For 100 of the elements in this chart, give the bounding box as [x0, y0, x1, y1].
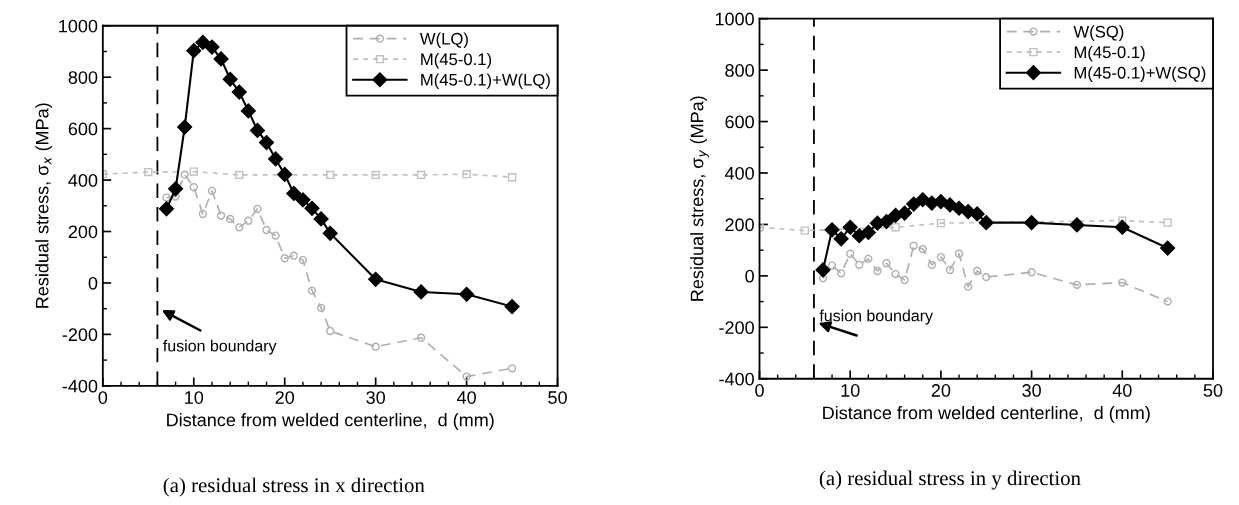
point — [836, 269, 846, 278]
point — [800, 226, 810, 235]
point — [144, 167, 153, 177]
point — [204, 39, 220, 55]
y-tick-label: 0 — [88, 276, 98, 290]
point — [824, 222, 840, 238]
legend-label: W(LQ) — [419, 32, 468, 48]
point — [244, 216, 253, 225]
point — [973, 266, 982, 276]
point — [416, 170, 426, 180]
point — [371, 342, 380, 351]
x-axis-title: Distance from welded centerline, d (mm) — [167, 413, 494, 430]
legend-label: M(45-0.1)+W(SQ) — [1074, 66, 1206, 82]
point — [954, 249, 964, 258]
point — [216, 211, 226, 220]
point — [969, 206, 985, 222]
point — [277, 166, 293, 182]
point — [240, 103, 256, 119]
point — [258, 134, 275, 151]
point — [860, 224, 876, 240]
y-tick-label: 800 — [68, 71, 98, 84]
point — [162, 193, 171, 202]
y-tick-label: -400 — [719, 372, 754, 386]
point — [286, 185, 302, 202]
point — [945, 265, 955, 275]
point — [316, 303, 326, 313]
x-tick-label: 10 — [185, 391, 204, 404]
y-tick-label: 200 — [725, 218, 754, 232]
x-tick-label: 30 — [366, 391, 385, 404]
point — [371, 170, 380, 180]
point — [189, 183, 198, 192]
point — [842, 219, 858, 235]
y-tick-label: 400 — [724, 166, 754, 180]
y-tick-label: 1000 — [715, 12, 754, 26]
point — [295, 192, 311, 208]
point — [507, 173, 517, 182]
x-tick-label: 0 — [755, 384, 764, 397]
x-tick-label: 10 — [841, 384, 860, 397]
point — [186, 43, 202, 59]
point — [1163, 297, 1172, 306]
y-tick-label: 1000 — [59, 19, 98, 33]
y-axis-title: Residual stress, σ$_{x}$ (MPa) — [35, 103, 53, 308]
point — [927, 260, 936, 269]
y-tick-label: 200 — [68, 225, 98, 239]
point — [936, 252, 946, 262]
point — [195, 34, 211, 51]
y-tick-label: -200 — [719, 321, 754, 335]
point — [833, 231, 849, 247]
point — [368, 271, 384, 287]
annotation: fusion boundary — [819, 309, 933, 325]
point — [222, 71, 238, 87]
point — [207, 186, 217, 196]
point — [978, 215, 994, 231]
y-tick-label: 600 — [725, 115, 754, 129]
point — [1118, 216, 1127, 225]
legend-label: M(45-0.1) — [421, 52, 492, 69]
point — [936, 218, 946, 228]
point — [815, 262, 831, 278]
legend-label: M(45-0.1) — [1074, 45, 1145, 62]
point — [864, 254, 873, 264]
point — [322, 225, 338, 241]
point — [158, 201, 175, 217]
text: (a) residual stress in y direction — [819, 470, 1081, 490]
x-tick-label: 30 — [1022, 384, 1041, 397]
point — [271, 231, 280, 240]
y-tick-label: 400 — [68, 174, 98, 187]
point — [818, 274, 828, 283]
point — [298, 255, 308, 265]
point — [1027, 268, 1036, 277]
point — [963, 282, 973, 291]
point — [891, 223, 900, 232]
point — [462, 372, 471, 381]
annotation: fusion boundary — [163, 339, 277, 355]
x-tick-label: 20 — [275, 391, 295, 404]
point — [231, 84, 247, 100]
point — [307, 286, 317, 295]
point — [249, 122, 266, 139]
y-tick-label: -400 — [62, 379, 98, 393]
point — [262, 225, 271, 235]
point — [1163, 218, 1172, 227]
legend-label: W(SQ) — [1073, 25, 1124, 41]
point — [900, 275, 909, 285]
y-tick-label: 0 — [745, 269, 754, 283]
point — [171, 192, 180, 201]
y-axis-title: Residual stress, σ$_{y}$ (MPa) — [690, 96, 709, 301]
point — [289, 251, 298, 260]
point — [1024, 215, 1040, 231]
point — [189, 167, 198, 176]
point — [827, 261, 837, 270]
point — [326, 170, 335, 180]
text: (a) residual stress in x direction — [163, 477, 425, 497]
point — [177, 119, 193, 135]
point — [235, 223, 244, 232]
x-tick-label: 50 — [1203, 384, 1223, 397]
point — [891, 269, 900, 279]
point — [882, 259, 891, 268]
point — [235, 170, 244, 180]
point — [198, 209, 208, 219]
point — [168, 181, 184, 197]
x-tick-label: 50 — [548, 391, 567, 404]
